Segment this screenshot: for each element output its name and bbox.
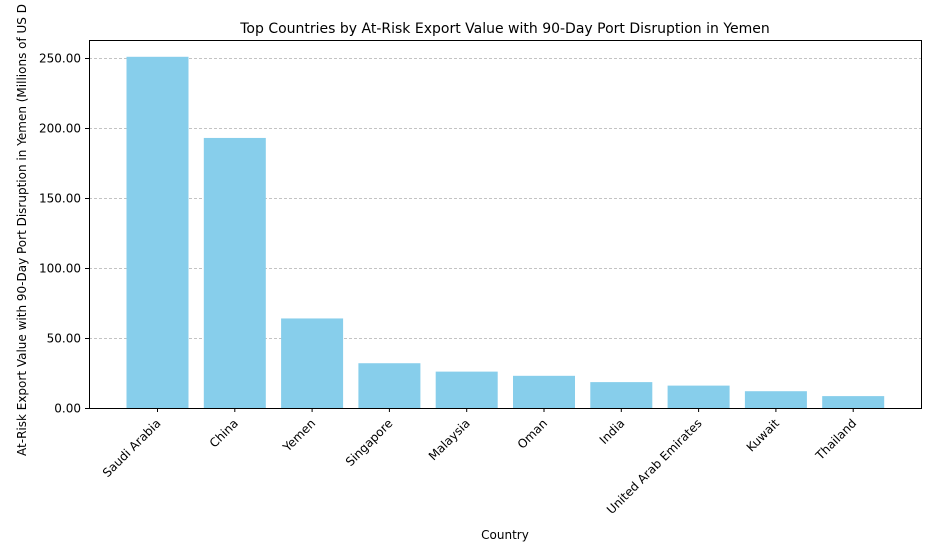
bar <box>822 396 885 408</box>
x-tick-label: Singapore <box>343 416 396 469</box>
plot-frame <box>89 40 922 409</box>
bar <box>513 375 575 408</box>
bar <box>203 137 266 408</box>
y-axis-ticks: 0.00 50.00 100.00 150.00 200.00 250.00 <box>39 52 89 416</box>
bar <box>667 385 730 408</box>
grid-lines <box>89 58 921 339</box>
x-tick-label: Kuwait <box>744 416 782 454</box>
y-axis-label: At-Risk Export Value with 90-Day Port Di… <box>15 4 29 456</box>
x-tick-label: Thailand <box>812 416 859 463</box>
x-tick-label: Saudi Arabia <box>100 416 164 480</box>
bar <box>281 318 344 408</box>
y-tick-label: 50.00 <box>47 332 81 346</box>
x-tick-label: Malaysia <box>426 416 473 463</box>
bars <box>126 56 885 409</box>
x-tick-label: China <box>207 416 241 450</box>
bar <box>590 382 653 408</box>
x-tick-label: Yemen <box>279 416 318 455</box>
y-tick-label: 250.00 <box>39 52 81 66</box>
y-tick-label: 200.00 <box>39 122 81 136</box>
x-axis-ticks: Saudi Arabia China Yemen Singapore Malaysia O… <box>100 408 859 517</box>
x-tick-label: India <box>597 416 628 447</box>
bar <box>744 391 807 408</box>
x-tick-label: Oman <box>515 416 550 451</box>
y-tick-label: 0.00 <box>54 402 81 416</box>
bar <box>126 56 189 409</box>
bar <box>435 371 498 408</box>
y-tick-label: 100.00 <box>39 262 81 276</box>
y-tick-label: 150.00 <box>39 192 81 206</box>
x-axis-label: Country <box>481 528 529 542</box>
chart-title: Top Countries by At-Risk Export Value wi… <box>239 21 770 37</box>
bar <box>358 363 421 408</box>
